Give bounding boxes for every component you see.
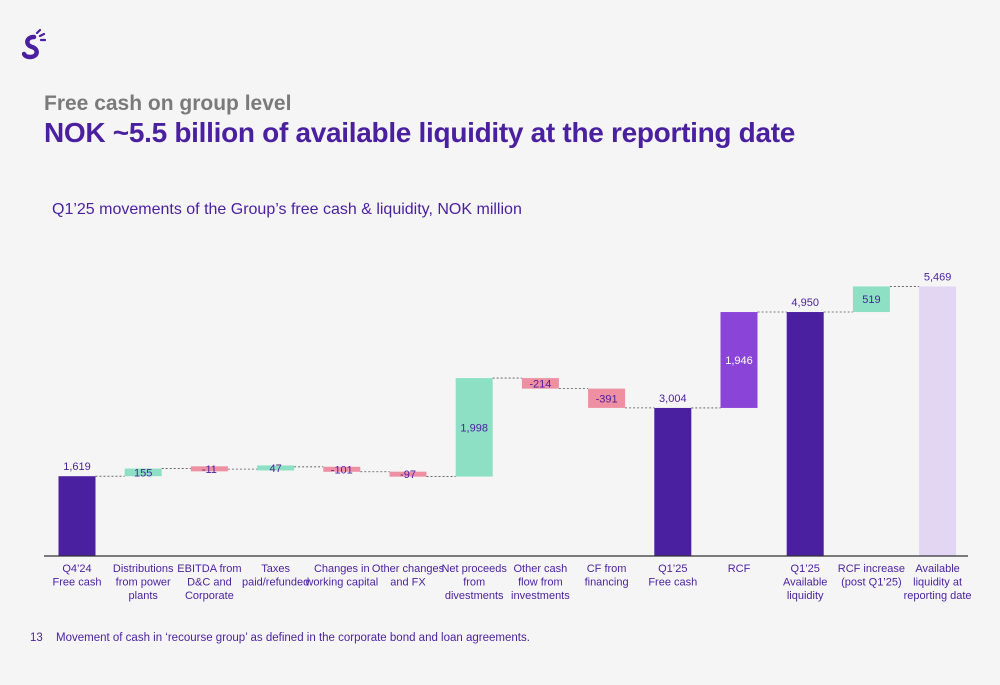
category-label-6: Net proceeds from divestments (441, 563, 507, 602)
brand-logo-icon (22, 28, 46, 60)
bar-5 (389, 471, 427, 477)
bar-12 (852, 286, 890, 313)
category-label-10: RCF (728, 563, 751, 575)
bar-2 (190, 466, 228, 472)
data-label-4: -101 (331, 464, 353, 476)
data-label-9: 3,004 (659, 393, 687, 405)
data-label-5: -97 (400, 469, 416, 481)
chart-subtitle: Q1’25 movements of the Group’s free cash… (52, 201, 522, 218)
data-label-0: 1,619 (63, 461, 91, 473)
bar-9 (654, 407, 692, 556)
page-title: NOK ~5.5 billion of available liquidity … (44, 117, 796, 148)
bar-6 (455, 378, 493, 477)
page-number: 13 (30, 632, 43, 644)
bar-3 (257, 465, 295, 471)
data-label-10: 1,946 (725, 355, 753, 367)
data-label-13: 5,469 (924, 271, 952, 283)
category-label-9: Q1’25 Free cash (648, 563, 697, 589)
waterfall-chart: 1,619 Q4’24 Free cash 155 Distributions from … (44, 271, 972, 602)
data-label-12: 519 (862, 294, 880, 306)
category-label-8: CF from financing (585, 563, 629, 589)
footer: 13 Movement of cash in ‘recourse group’ … (30, 632, 530, 644)
data-label-6: 1,998 (460, 422, 488, 434)
bar-1 (124, 468, 162, 477)
footnote: Movement of cash in ‘recourse group’ as … (56, 632, 530, 644)
category-label-5: Other changes and FX (372, 563, 445, 589)
category-label-4: Changes in working capital (304, 563, 378, 589)
bar-11 (786, 312, 824, 556)
category-label-13: Available liquidity at reporting date (904, 563, 972, 602)
category-label-2: EBITDA from D&C and Corporate (177, 563, 241, 602)
category-label-3: Taxes paid/refunded (242, 563, 309, 589)
bar-7 (521, 378, 559, 389)
category-label-1: Distributions from power plants (113, 563, 174, 602)
data-label-7: -214 (529, 378, 551, 390)
bar-8 (588, 388, 626, 408)
page-kicker: Free cash on group level (44, 92, 292, 115)
data-label-2: -11 (202, 464, 217, 476)
data-label-1: 155 (134, 467, 152, 479)
bar-0 (58, 476, 96, 556)
bar-4 (323, 466, 361, 472)
category-label-12: RCF increase (post Q1’25) (838, 563, 905, 589)
category-label-7: Other cash flow from investments (511, 563, 570, 602)
data-label-3: 47 (269, 463, 281, 475)
data-label-8: -391 (596, 393, 618, 405)
category-label-0: Q4’24 Free cash (53, 563, 102, 589)
data-label-11: 4,950 (791, 297, 819, 309)
bar-13 (919, 286, 957, 556)
bar-10 (720, 312, 758, 408)
category-label-11: Q1’25 Available liquidity (783, 563, 827, 602)
